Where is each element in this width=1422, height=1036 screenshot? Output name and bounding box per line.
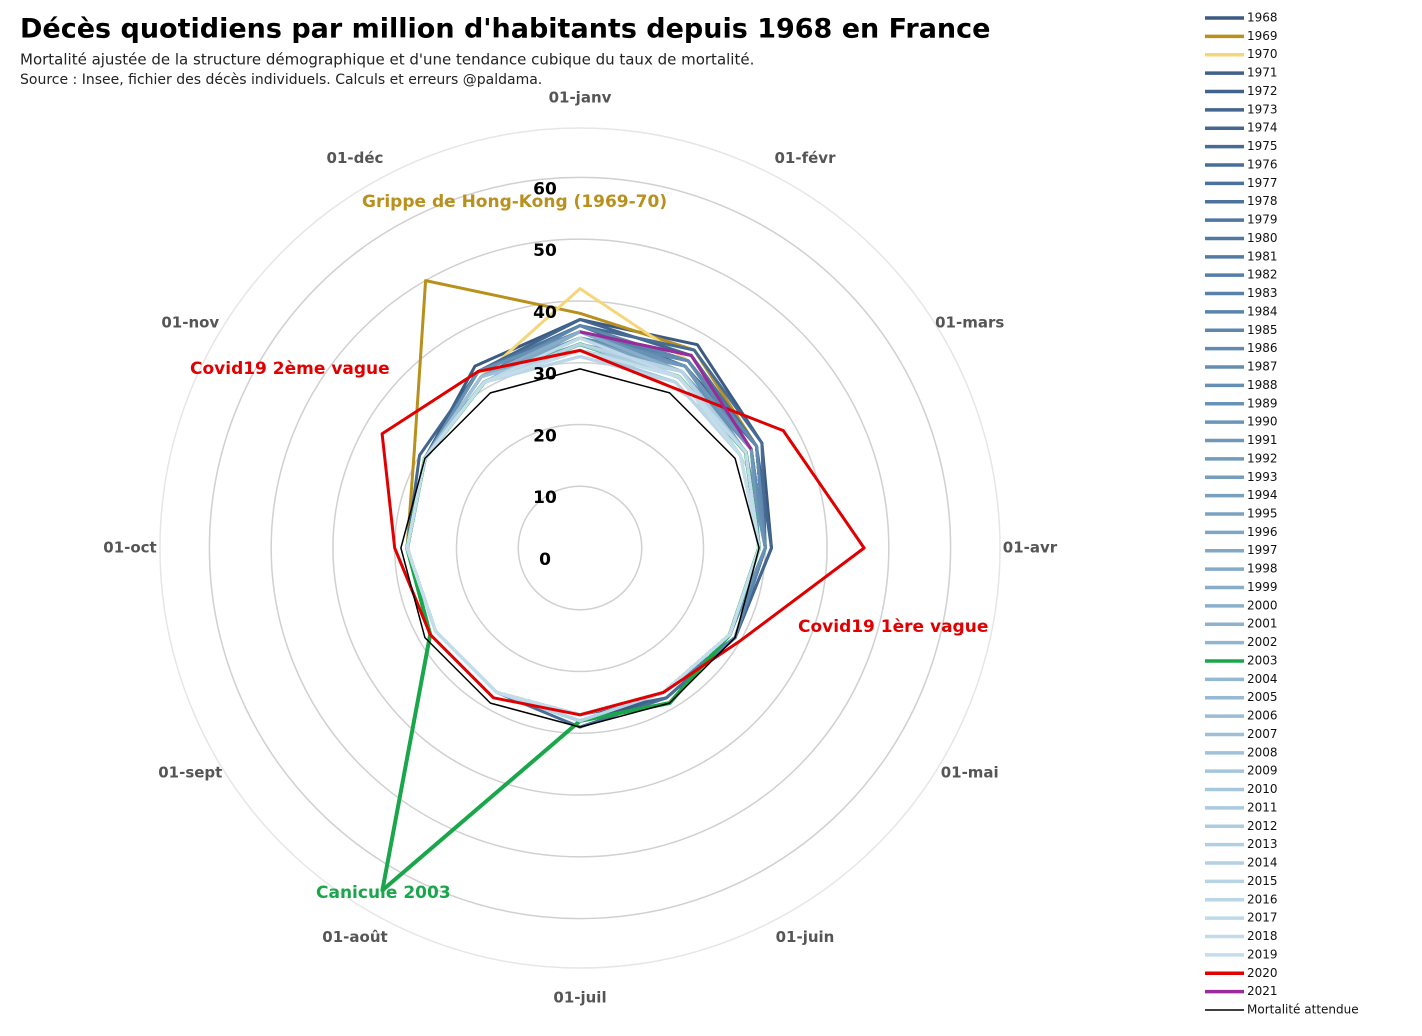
angular-tick-label: 01-août xyxy=(322,928,387,946)
legend-label: 1978 xyxy=(1247,194,1278,208)
legend-label: 1998 xyxy=(1247,562,1278,576)
angular-tick-label: 01-mai xyxy=(941,764,999,782)
annotation: Canicule 2003 xyxy=(316,883,451,903)
chart-title: Décès quotidiens par million d'habitants… xyxy=(20,14,990,45)
legend-label: 2010 xyxy=(1247,782,1278,796)
legend-label: 2008 xyxy=(1247,745,1278,759)
legend-label: 2016 xyxy=(1247,892,1278,906)
radial-tick-label: 30 xyxy=(533,365,557,385)
legend-label: 1989 xyxy=(1247,396,1278,410)
legend-label: 2006 xyxy=(1247,709,1278,723)
angular-tick-label: 01-avr xyxy=(1003,539,1058,557)
legend-label: 2014 xyxy=(1247,856,1278,870)
legend-label: 1985 xyxy=(1247,323,1278,337)
series-line xyxy=(380,348,866,717)
grid-circle xyxy=(208,176,952,920)
legend-label: 2021 xyxy=(1247,984,1278,998)
legend-label: 1995 xyxy=(1247,507,1278,521)
legend-label: 1994 xyxy=(1247,488,1278,502)
radial-tick-label: 40 xyxy=(533,303,557,323)
radial-tick-label: 60 xyxy=(533,179,557,199)
legend-label: 2002 xyxy=(1247,635,1278,649)
angular-tick-label: 01-févr xyxy=(775,149,837,167)
legend-label: 2018 xyxy=(1247,929,1278,943)
legend-label: 1981 xyxy=(1247,249,1278,263)
annotations: Grippe de Hong-Kong (1969-70) Covid19 2èm… xyxy=(190,192,988,903)
radial-tick-label: 20 xyxy=(533,426,557,446)
legend-label: 1996 xyxy=(1247,525,1278,539)
legend-label: 1971 xyxy=(1247,66,1278,80)
legend-label: 2009 xyxy=(1247,764,1278,778)
legend-label: 1992 xyxy=(1247,451,1278,465)
legend-label: 2012 xyxy=(1247,819,1278,833)
annotation: Grippe de Hong-Kong (1969-70) xyxy=(362,192,667,212)
legend-label: 1976 xyxy=(1247,157,1278,171)
legend-label: 2017 xyxy=(1247,911,1278,925)
legend-label: 1986 xyxy=(1247,341,1278,355)
legend-label: 1987 xyxy=(1247,360,1278,374)
legend-label: 2003 xyxy=(1247,653,1278,667)
angular-tick-label: 01-sept xyxy=(158,764,222,782)
legend-label: 1979 xyxy=(1247,213,1278,227)
legend-label: 2020 xyxy=(1247,966,1278,980)
legend-label: 1977 xyxy=(1247,176,1278,190)
radial-tick-label: 0 xyxy=(539,550,551,570)
legend-label: 2019 xyxy=(1247,947,1278,961)
angular-tick-label: 01-nov xyxy=(161,314,219,332)
legend-label: 1969 xyxy=(1247,29,1278,43)
legend-label: 2001 xyxy=(1247,617,1278,631)
legend: 1968 1969 1970 1971 1972 1973 1974 1975 1976 1977… xyxy=(1205,11,1359,1017)
radial-tick-label: 50 xyxy=(533,241,557,261)
legend-label: 2013 xyxy=(1247,837,1278,851)
grid-circle xyxy=(332,300,828,796)
legend-label: 1993 xyxy=(1247,470,1278,484)
angular-tick-label: 01-mars xyxy=(935,314,1004,332)
outer-ring xyxy=(159,127,1001,969)
legend-label: 2007 xyxy=(1247,727,1278,741)
legend-label: 1970 xyxy=(1247,47,1278,61)
legend-label: 2015 xyxy=(1247,874,1278,888)
angular-tick-label: 01-oct xyxy=(103,539,156,557)
legend-label: 1990 xyxy=(1247,415,1278,429)
annotation: Covid19 1ère vague xyxy=(798,617,988,637)
legend-label: 1980 xyxy=(1247,231,1278,245)
chart-subtitle: Mortalité ajustée de la structure démogr… xyxy=(20,51,754,69)
legend-label: 1988 xyxy=(1247,378,1278,392)
legend-label: 1974 xyxy=(1247,121,1278,135)
legend-label: Mortalité attendue xyxy=(1247,1003,1359,1017)
legend-label: 1982 xyxy=(1247,268,1278,282)
annotation: Covid19 2ème vague xyxy=(190,359,390,379)
angular-tick-label: 01-juin xyxy=(776,928,835,946)
grid-circle xyxy=(270,238,890,858)
legend-label: 1983 xyxy=(1247,286,1278,300)
legend-label: 1997 xyxy=(1247,543,1278,557)
legend-label: 2000 xyxy=(1247,598,1278,612)
legend-label: 1968 xyxy=(1247,11,1278,25)
grid-circle xyxy=(455,423,705,673)
legend-label: 1973 xyxy=(1247,102,1278,116)
chart-source: Source : Insee, fichier des décès indivi… xyxy=(20,72,542,88)
radial-axis: 0 10 20 30 40 50 60 01-janv 01-févr 01-mars 01-avr… xyxy=(103,89,1058,1007)
legend-label: 2005 xyxy=(1247,690,1278,704)
legend-label: 1999 xyxy=(1247,580,1278,594)
grid-circle xyxy=(517,485,643,611)
series-line xyxy=(579,330,753,451)
radial-tick-label: 10 xyxy=(533,488,557,508)
legend-label: 2004 xyxy=(1247,672,1278,686)
legend-label: 1991 xyxy=(1247,433,1278,447)
legend-label: 2011 xyxy=(1247,800,1278,814)
series-line xyxy=(400,368,760,728)
legend-label: 1972 xyxy=(1247,84,1278,98)
angular-tick-label: 01-juil xyxy=(553,989,606,1007)
grid xyxy=(159,127,1001,969)
legend-label: 1984 xyxy=(1247,304,1278,318)
plot-area xyxy=(380,279,866,893)
angular-tick-label: 01-janv xyxy=(549,89,612,107)
legend-label: 1975 xyxy=(1247,139,1278,153)
angular-tick-label: 01-déc xyxy=(327,149,384,167)
